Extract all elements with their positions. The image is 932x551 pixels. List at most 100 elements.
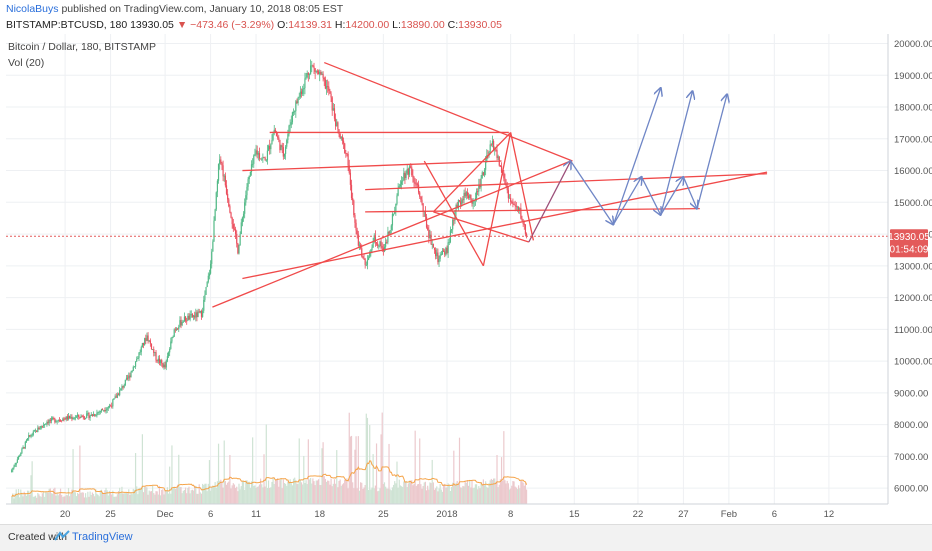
volume-bar (505, 483, 507, 504)
volume-bar (407, 483, 409, 504)
volume-bar (194, 485, 196, 504)
volume-bar (419, 438, 421, 504)
volume-bar (399, 485, 401, 504)
volume-bar (238, 483, 240, 504)
volume-bar (234, 487, 237, 504)
volume-bar (197, 493, 199, 504)
volume-bar (42, 491, 45, 504)
time-tick-label: 2018 (436, 509, 457, 520)
footer-brand-link[interactable]: TradingView (72, 531, 133, 543)
time-axis[interactable]: 20 25 Dec 6 11 18 25 2018 8 15 22 27 Feb 6 12 (6, 503, 888, 520)
author-link[interactable]: NicolaBuys (6, 3, 59, 15)
time-tick-label: 6 (772, 509, 777, 520)
chart-title: Bitcoin / Dollar, 180, BITSTAMP (8, 41, 156, 53)
candle-body (206, 281, 208, 288)
volume-bar (155, 491, 157, 504)
volume-bar (123, 493, 125, 504)
candle-body (396, 195, 398, 204)
volume-bar (216, 481, 219, 504)
volume-bar (215, 487, 217, 504)
candle-body (200, 310, 203, 317)
candle-body (342, 140, 345, 144)
candle-body (328, 86, 330, 91)
volume-bar (224, 481, 226, 504)
volume-bar (345, 479, 347, 504)
volume-bar (470, 487, 472, 504)
volume-bar (267, 480, 270, 504)
volume-bar (392, 484, 395, 504)
candle-body (77, 414, 79, 417)
volume-bar (53, 488, 55, 504)
trendline (212, 160, 571, 308)
volume-bar (109, 491, 112, 504)
volume-bar (444, 483, 446, 504)
candle-body (184, 316, 187, 321)
volume-bar (222, 487, 224, 504)
volume-bar (477, 489, 479, 504)
volume-bar (46, 492, 48, 504)
candle-body (59, 420, 62, 422)
candle-body (320, 71, 322, 75)
volume-bar (386, 488, 388, 504)
candle-body (157, 358, 159, 362)
volume-bar (75, 496, 78, 504)
volume-bar (349, 436, 351, 504)
volume-bar (264, 486, 266, 504)
volume-bar (159, 495, 162, 504)
candle-body (12, 467, 14, 471)
tradingview-logo-icon (54, 530, 70, 541)
volume-bar (271, 481, 273, 504)
candle-body (44, 424, 46, 426)
candle-body (274, 129, 276, 133)
volume-bar (519, 488, 521, 504)
volume-bar (25, 495, 28, 504)
candle-body (120, 388, 122, 391)
volume-bar (130, 492, 132, 504)
candle-body (506, 186, 508, 191)
candle-body (349, 172, 351, 185)
price-tick-label: 11000.00 (894, 325, 932, 336)
candle-body (290, 122, 292, 125)
volume-bar (498, 484, 500, 504)
candle-body (158, 358, 161, 363)
volume-bar (485, 481, 487, 504)
candle-body (346, 153, 348, 155)
candle-body (233, 228, 236, 230)
trendline (242, 171, 768, 280)
candle-body (228, 199, 230, 207)
volume-bar (403, 481, 405, 504)
last-price: 13930.05 (130, 19, 174, 31)
volume-bar (458, 437, 461, 504)
candle-body (131, 370, 133, 373)
candle-body (510, 197, 512, 202)
candle-body (353, 200, 355, 216)
volume-bar (422, 485, 424, 504)
candle-body (300, 91, 303, 94)
candle-body (117, 394, 120, 396)
candle-body (49, 420, 51, 421)
candle-body (89, 415, 91, 418)
volume-bar (441, 491, 444, 504)
candle-body (452, 219, 454, 230)
chart-area[interactable]: 6000.00 7000.00 8000.00 9000.00 10000.00 1100… (0, 34, 932, 524)
volume-bar (140, 487, 142, 504)
candle-body (73, 418, 75, 419)
volume-bar (26, 490, 29, 504)
price-chart[interactable]: 6000.00 7000.00 8000.00 9000.00 10000.00 1100… (0, 34, 932, 524)
candle-body (104, 410, 106, 412)
volume-bar (158, 485, 161, 504)
volume-bar (113, 496, 115, 504)
candle-body (365, 264, 367, 266)
candle-body (72, 418, 74, 420)
candle-body (148, 340, 150, 342)
price-axis[interactable]: 6000.00 7000.00 8000.00 9000.00 10000.00 1100… (887, 34, 932, 504)
candle-body (457, 200, 459, 209)
time-tick-label: 6 (208, 509, 213, 520)
candle-body (289, 124, 291, 126)
candle-body (337, 122, 339, 130)
candle-body (167, 352, 170, 357)
candle-body (86, 413, 88, 418)
candle-body (480, 178, 482, 188)
candle-body (39, 428, 41, 430)
candle-body (266, 150, 269, 161)
